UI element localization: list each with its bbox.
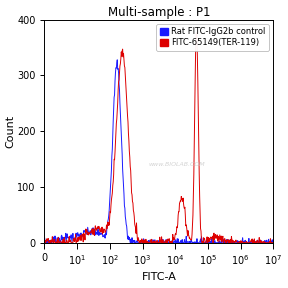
Legend: Rat FITC-IgG2b control, FITC-65149(TER-119): Rat FITC-IgG2b control, FITC-65149(TER-1… — [156, 24, 269, 51]
Y-axis label: Count: Count — [5, 115, 16, 148]
Title: Multi-sample : P1: Multi-sample : P1 — [108, 5, 210, 18]
Text: www.BIOLAB.COM: www.BIOLAB.COM — [149, 162, 206, 167]
X-axis label: FITC-A: FITC-A — [141, 272, 176, 283]
